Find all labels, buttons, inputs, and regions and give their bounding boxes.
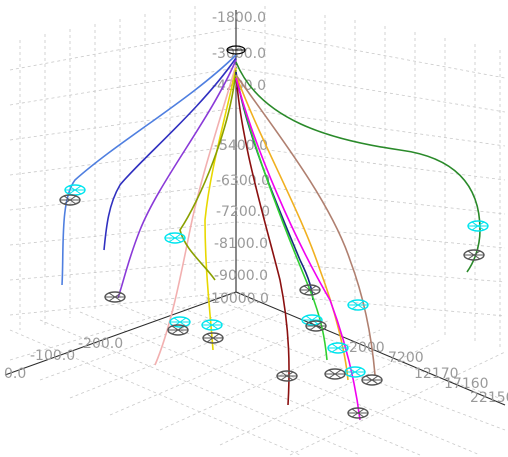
well-bottom-marker-icon[interactable]	[104, 291, 126, 303]
target-marker-icon[interactable]	[347, 299, 369, 311]
vertical-tick-label: -8100.0	[214, 236, 268, 252]
well-pink	[154, 64, 237, 366]
background-grid	[9, 6, 506, 456]
vertical-tick-label: -7200.0	[216, 204, 270, 220]
vertical-tick-label: -6300.0	[216, 173, 270, 189]
target-marker-icon[interactable]	[467, 220, 489, 232]
well-yellow	[204, 67, 237, 351]
right-floor-tick-labels: -2000 7200 12170 17160 22150	[344, 340, 508, 406]
right-floor-axis	[235, 291, 506, 406]
well-bottom-marker-icon[interactable]	[324, 368, 346, 380]
vertical-tick-label: -10000.0	[206, 291, 269, 307]
target-marker-icon[interactable]	[344, 366, 366, 378]
wellhead-marker[interactable]	[226, 45, 246, 55]
left-floor-axis	[4, 291, 237, 376]
well-brown	[235, 74, 376, 376]
target-marker-icon[interactable]	[201, 319, 223, 331]
target-markers[interactable]	[59, 184, 489, 419]
well-bottom-marker-icon[interactable]	[276, 370, 298, 382]
well-bottom-marker-icon[interactable]	[167, 324, 189, 336]
well-bottom-marker-icon[interactable]	[463, 249, 485, 261]
target-marker-icon[interactable]	[169, 316, 191, 328]
well-navy	[103, 57, 237, 251]
well-bottom-marker-icon[interactable]	[59, 194, 81, 206]
well-bottom-marker-icon[interactable]	[347, 407, 369, 419]
target-marker-icon[interactable]	[164, 232, 186, 244]
right-floor-tick-label: -2000	[344, 340, 385, 356]
well-trajectories[interactable]	[61, 54, 481, 421]
vertical-tick-label: -9000.0	[214, 268, 268, 284]
well-darkred	[235, 71, 290, 406]
left-floor-tick-label: 0.0	[4, 366, 26, 382]
well-green	[235, 61, 481, 273]
well-olive	[179, 69, 237, 281]
well-bottom-marker-icon[interactable]	[299, 284, 321, 296]
well-purple	[117, 59, 237, 299]
right-floor-tick-label: 12170	[414, 366, 459, 382]
target-marker-icon[interactable]	[64, 184, 86, 196]
target-marker-icon[interactable]	[327, 342, 349, 354]
well-bottom-marker-icon[interactable]	[361, 374, 383, 386]
well-bottom-marker-icon[interactable]	[202, 332, 224, 344]
left-floor-tick-label: -100.0	[30, 348, 75, 364]
right-floor-tick-label: 22150	[470, 390, 508, 406]
axes	[4, 10, 506, 406]
well-blue	[61, 54, 237, 286]
well-green-lime	[235, 74, 328, 361]
left-floor-tick-labels: -200.0 -100.0 0.0	[4, 336, 123, 382]
well-bottom-marker-icon[interactable]	[305, 320, 327, 332]
right-floor-tick-label: 17160	[444, 376, 489, 392]
vertical-tick-label: -1800.0	[212, 10, 266, 26]
right-floor-tick-label: 7200	[388, 350, 424, 366]
left-floor-tick-label: -200.0	[78, 336, 123, 352]
